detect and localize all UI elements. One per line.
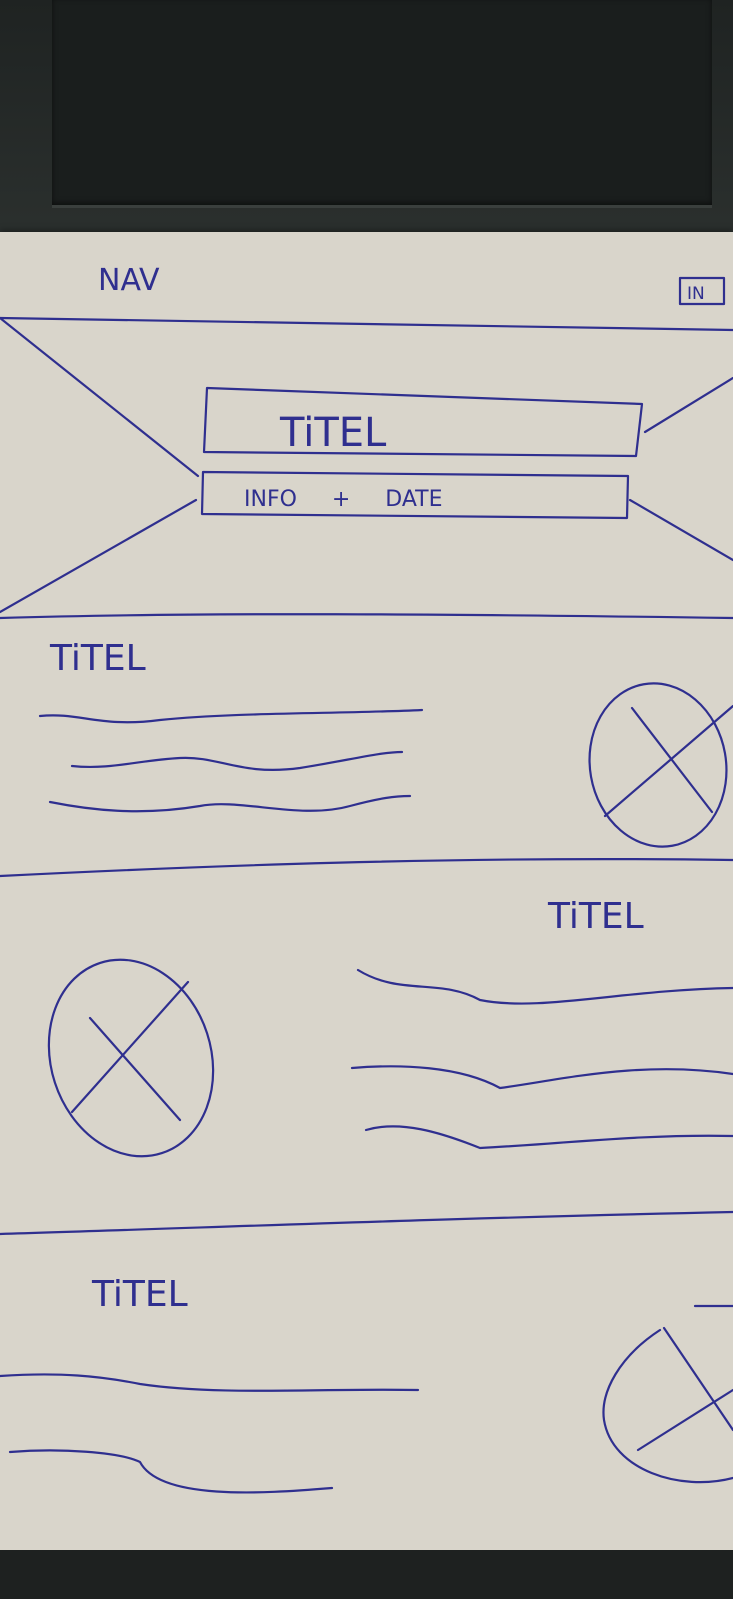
section-1-text-lines — [38, 708, 424, 813]
section-3-title: TiTEL — [91, 1274, 188, 1315]
device-screen — [52, 0, 712, 208]
desk-surface — [0, 0, 733, 240]
section-2-text-lines — [350, 968, 733, 1150]
section-1-image-icon — [588, 682, 733, 848]
section-1-divider — [0, 858, 733, 878]
hero-info-date: INFO + DATE — [244, 487, 443, 512]
nav-button-label: IN — [687, 284, 705, 304]
section-2-title: TiTEL — [547, 896, 644, 937]
section-2-divider — [0, 1210, 733, 1236]
desk-surface-bottom — [0, 1550, 733, 1599]
sketch-paper — [0, 232, 733, 1550]
nav-label: NAV — [98, 263, 160, 298]
hero-title: TiTEL — [279, 410, 387, 456]
section-3-image-icon — [602, 1304, 733, 1484]
hero-info-box — [200, 470, 630, 520]
nav-divider — [0, 316, 733, 332]
nav-button[interactable]: IN — [678, 276, 726, 306]
hero-title-box — [202, 386, 644, 458]
hero-divider — [0, 613, 733, 620]
section-3-text-lines — [0, 1373, 420, 1494]
hero-image-placeholder — [0, 316, 733, 614]
section-1-title: TiTEL — [49, 638, 146, 679]
section-2-image-icon — [47, 958, 215, 1158]
